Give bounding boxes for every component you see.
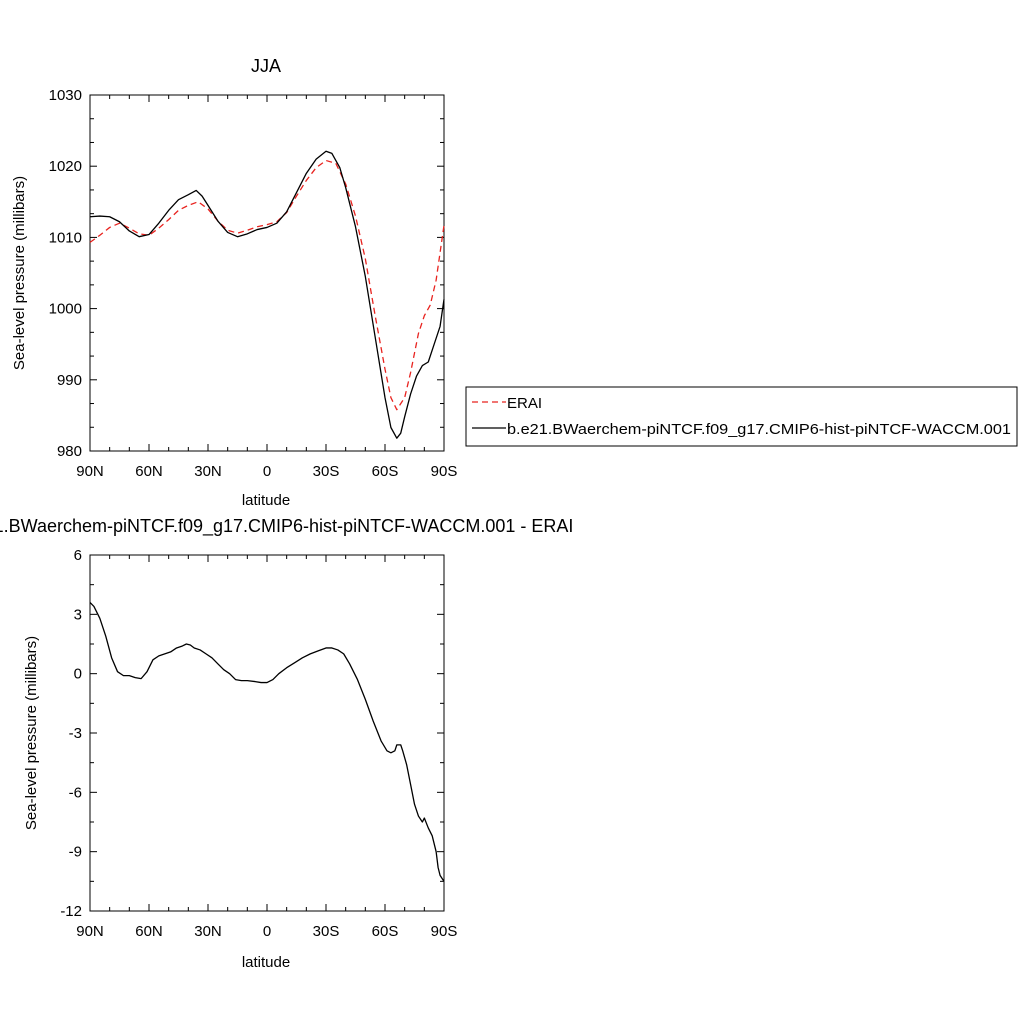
y-tick-label: 1020 <box>49 158 82 175</box>
y-tick-label: 980 <box>57 443 82 460</box>
x-tick-label: 30S <box>313 463 340 480</box>
axis-ticks <box>89 94 445 452</box>
x-tick-label: 0 <box>263 463 271 480</box>
x-tick-label: 60S <box>372 923 399 940</box>
x-tick-label: 30N <box>194 923 222 940</box>
y-tick-label: -9 <box>69 844 82 861</box>
y-tick-label: 0 <box>74 666 82 683</box>
y-axis-label: Sea-level pressure (millibars) <box>23 636 40 830</box>
x-axis-label: latitude <box>242 954 290 971</box>
y-tick-label: 1030 <box>49 87 82 104</box>
x-tick-label: 90N <box>76 923 104 940</box>
x-tick-label: 60S <box>372 463 399 480</box>
series-line-0 <box>89 159 445 411</box>
y-tick-label: 6 <box>74 547 82 564</box>
y-tick-label: -3 <box>69 725 82 742</box>
series-lines <box>89 150 445 439</box>
y-tick-labels: -12 -9 -6 -3 0 3 6 <box>60 547 82 920</box>
series-line-1 <box>89 150 445 439</box>
x-tick-labels: 90N 60N 30N 0 30S 60S 90S <box>76 923 457 940</box>
x-tick-label: 30N <box>194 463 222 480</box>
series-line-0 <box>89 602 445 882</box>
series-lines <box>89 602 445 882</box>
axis-ticks <box>89 554 445 912</box>
x-tick-label: 90S <box>431 923 458 940</box>
y-tick-label: -12 <box>60 903 82 920</box>
y-tick-label: 1010 <box>49 229 82 246</box>
legend: ERAI b.e21.BWaerchem-piNTCF.f09_g17.CMIP… <box>465 386 1018 447</box>
y-tick-label: 990 <box>57 372 82 389</box>
x-tick-label: 60N <box>135 923 163 940</box>
y-tick-label: 3 <box>74 606 82 623</box>
y-tick-label: -6 <box>69 784 82 801</box>
y-axis-label: Sea-level pressure (millibars) <box>11 176 28 370</box>
x-tick-label: 0 <box>263 923 271 940</box>
legend-label-erai: ERAI <box>507 395 542 412</box>
x-tick-label: 90N <box>76 463 104 480</box>
legend-label-model: b.e21.BWaerchem-piNTCF.f09_g17.CMIP6-his… <box>507 421 1011 438</box>
y-tick-label: 1000 <box>49 301 82 318</box>
x-tick-label: 30S <box>313 923 340 940</box>
panel-seasonal-mean: JJA 980 990 1000 1010 1020 1030 90N 60N 30N 0 30S… <box>11 56 457 509</box>
difference-title: b.e21.BWaerchem-piNTCF.f09_g17.CMIP6-his… <box>0 516 573 537</box>
x-tick-label: 90S <box>431 463 458 480</box>
x-axis-label: latitude <box>242 492 290 509</box>
legend-box <box>465 386 1018 447</box>
x-tick-labels: 90N 60N 30N 0 30S 60S 90S <box>76 463 457 480</box>
chart-title: JJA <box>251 56 281 76</box>
y-tick-labels: 980 990 1000 1010 1020 1030 <box>49 87 82 460</box>
plot-frame <box>89 554 445 912</box>
x-tick-label: 60N <box>135 463 163 480</box>
panel-difference: b.e21.BWaerchem-piNTCF.f09_g17.CMIP6-his… <box>0 516 573 971</box>
